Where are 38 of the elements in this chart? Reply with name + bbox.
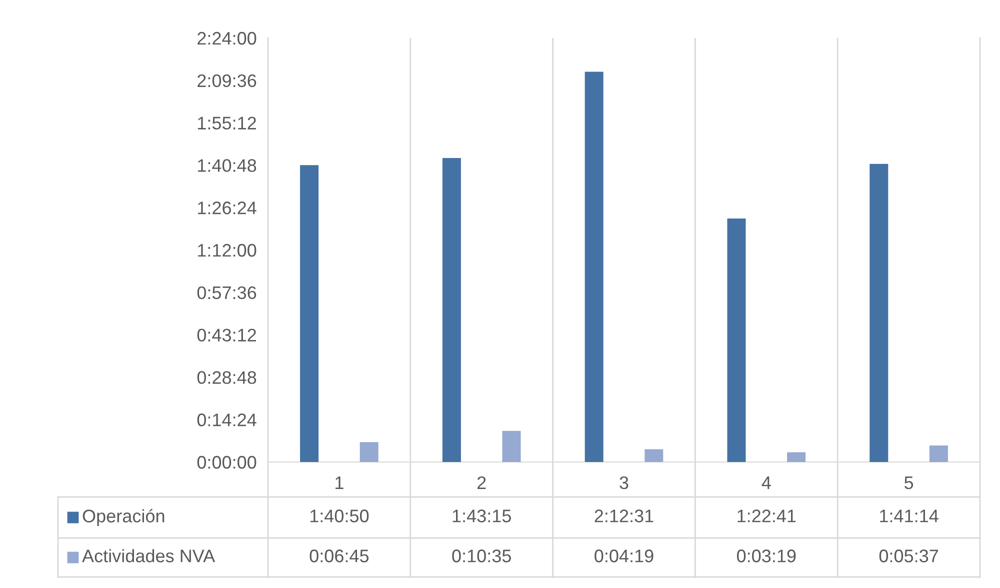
data-label: 0:03:19 (736, 550, 796, 562)
data-label: 0:05:37 (879, 550, 938, 562)
data-label: 2:12:31 (594, 510, 654, 522)
x-tick-label: 4 (762, 476, 771, 489)
bar (502, 430, 521, 462)
x-tick-label: 5 (904, 476, 914, 490)
x-tick-label: 2 (477, 476, 486, 489)
bar (787, 452, 806, 462)
bar (870, 164, 888, 462)
data-label: 1:40:50 (310, 510, 369, 522)
x-tick-label: 3 (620, 476, 628, 490)
data-label: 1:41:14 (880, 510, 938, 522)
bar (360, 442, 378, 462)
bar (727, 218, 746, 462)
legend-label: Operación (82, 508, 164, 526)
bar (584, 72, 604, 462)
bar (644, 449, 664, 462)
bar (300, 165, 319, 462)
y-tick-label: 1:55:12 (198, 116, 256, 130)
y-tick-label: 0:57:36 (197, 286, 256, 300)
y-tick-label: 0:14:24 (197, 414, 256, 426)
data-label: 1:43:15 (452, 510, 511, 522)
legend-label: Actividades NVA (82, 549, 216, 562)
data-label: 0:04:19 (594, 550, 654, 562)
y-tick-label: 1:40:48 (198, 159, 256, 172)
y-tick-label: 1:12:00 (198, 244, 256, 257)
y-tick-label: 1:26:24 (198, 202, 256, 214)
data-label: 1:22:41 (738, 510, 796, 522)
x-tick-label: 1 (336, 476, 344, 489)
y-tick-label: 0:43:12 (197, 328, 256, 342)
y-tick-label: 2:24:00 (198, 32, 256, 45)
y-tick-label: 0:28:48 (197, 371, 256, 384)
y-tick-label: 2:09:36 (198, 74, 256, 88)
bar (929, 445, 948, 462)
bar (442, 158, 461, 462)
data-label: 0:10:35 (452, 550, 511, 562)
y-tick-label: 0:00:00 (197, 456, 256, 469)
data-label: 0:06:45 (310, 550, 369, 562)
